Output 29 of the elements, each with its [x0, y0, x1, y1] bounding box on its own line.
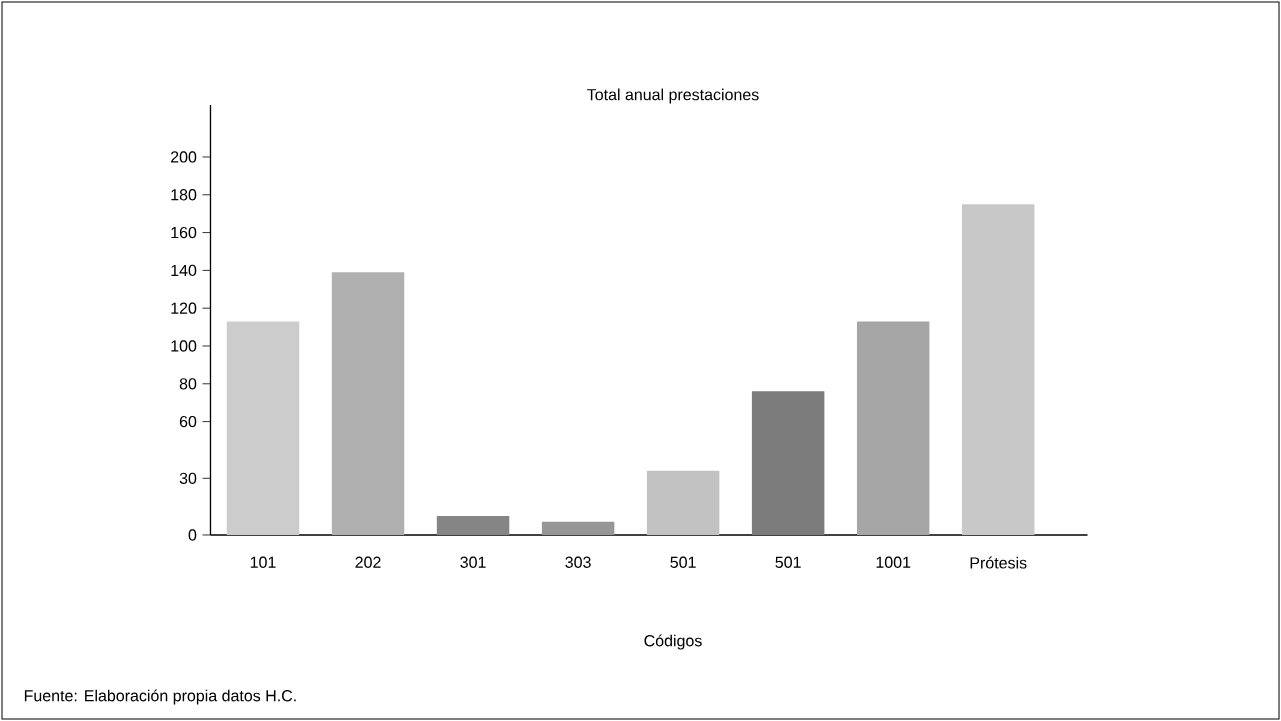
y-tick-label: 180 — [171, 189, 197, 201]
y-tick-label: 140 — [171, 264, 197, 277]
x-axis-title: Códigos — [644, 634, 702, 650]
y-tick-label: 60 — [179, 415, 197, 428]
y-tick-label: 120 — [171, 302, 197, 314]
y-tick-label: 30 — [179, 472, 197, 484]
x-tick-label: 303 — [565, 556, 591, 568]
x-tick-label: 101 — [250, 556, 276, 568]
x-tick-label: 202 — [355, 556, 381, 568]
y-tick-label: 160 — [171, 226, 197, 239]
y-tick-label: 200 — [170, 151, 197, 163]
bar — [646, 470, 720, 535]
bar — [961, 204, 1035, 535]
y-tick-label: 100 — [171, 340, 197, 352]
x-tick-label: 501 — [670, 556, 696, 568]
y-tick-label: 80 — [179, 378, 197, 390]
x-tick-label: 1001 — [876, 556, 911, 568]
bar — [331, 272, 405, 535]
x-tick-label: Prótesis — [970, 556, 1027, 569]
x-tick-label: 501 — [775, 556, 801, 568]
y-tick-label: 0 — [188, 529, 197, 541]
bar — [226, 321, 300, 535]
bar — [436, 516, 510, 535]
x-tick-label: 301 — [460, 556, 486, 568]
bar — [856, 321, 930, 535]
chart-title: Total anual prestaciones — [587, 88, 759, 104]
bar — [541, 521, 615, 535]
source-note: Fuente: Elaboración propia datos H.C. — [24, 689, 296, 705]
bar — [751, 391, 825, 535]
